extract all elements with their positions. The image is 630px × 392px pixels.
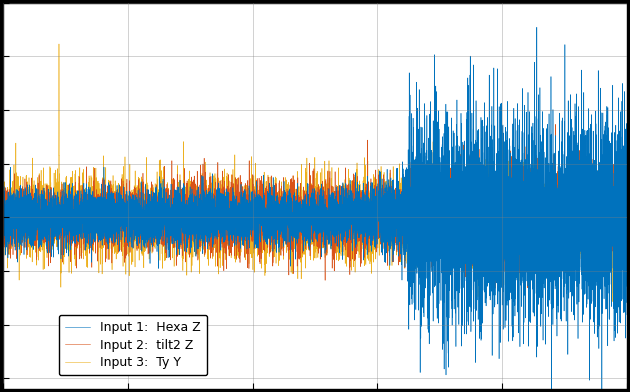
Input 3:  Ty Y: (0, 0.0894): Ty Y: (0, 0.0894) (0, 205, 6, 210)
Line: Input 1:  Hexa Z: Input 1: Hexa Z (3, 27, 627, 392)
Line: Input 3:  Ty Y: Input 3: Ty Y (3, 44, 627, 302)
Input 3:  Ty Y: (4.89e+03, 0.114): Ty Y: (4.89e+03, 0.114) (304, 203, 312, 207)
Input 2:  tilt2 Z: (4.89e+03, 0.209): tilt2 Z: (4.89e+03, 0.209) (304, 192, 312, 197)
Input 1:  Hexa Z: (8.55e+03, 1.77): Hexa Z: (8.55e+03, 1.77) (533, 25, 541, 30)
Input 2:  tilt2 Z: (1e+04, -0.356): tilt2 Z: (1e+04, -0.356) (623, 253, 630, 258)
Input 2:  tilt2 Z: (8.85e+03, 0.867): tilt2 Z: (8.85e+03, 0.867) (552, 122, 559, 127)
Input 3:  Ty Y: (1.96e+03, 0.0514): Ty Y: (1.96e+03, 0.0514) (122, 210, 129, 214)
Input 2:  tilt2 Z: (598, 0.0403): tilt2 Z: (598, 0.0403) (37, 211, 44, 216)
Input 3:  Ty Y: (414, 0.0598): Ty Y: (414, 0.0598) (25, 209, 32, 213)
Input 1:  Hexa Z: (598, -0.0295): Hexa Z: (598, -0.0295) (37, 218, 44, 223)
Input 3:  Ty Y: (45, -0.13): Ty Y: (45, -0.13) (2, 229, 9, 234)
Input 1:  Hexa Z: (414, -0.118): Hexa Z: (414, -0.118) (25, 228, 32, 232)
Legend: Input 1:  Hexa Z, Input 2:  tilt2 Z, Input 3:  Ty Y: Input 1: Hexa Z, Input 2: tilt2 Z, Input… (59, 315, 207, 375)
Input 2:  tilt2 Z: (45, 0.0168): tilt2 Z: (45, 0.0168) (2, 213, 9, 218)
Input 2:  tilt2 Z: (9.47e+03, -0.226): tilt2 Z: (9.47e+03, -0.226) (590, 240, 598, 244)
Input 2:  tilt2 Z: (1.96e+03, 0.0025): tilt2 Z: (1.96e+03, 0.0025) (122, 215, 129, 220)
Input 1:  Hexa Z: (4.89e+03, 0.313): Hexa Z: (4.89e+03, 0.313) (304, 181, 312, 186)
Input 2:  tilt2 Z: (414, 0.000502): tilt2 Z: (414, 0.000502) (25, 215, 32, 220)
Input 3:  Ty Y: (9.47e+03, 0.0825): Ty Y: (9.47e+03, 0.0825) (590, 206, 598, 211)
Input 3:  Ty Y: (900, 1.62): Ty Y: (900, 1.62) (55, 42, 63, 46)
Input 1:  Hexa Z: (1.96e+03, -0.0228): Hexa Z: (1.96e+03, -0.0228) (122, 218, 129, 222)
Input 3:  Ty Y: (9.77e+03, -0.784): Ty Y: (9.77e+03, -0.784) (609, 299, 617, 304)
Input 2:  tilt2 Z: (9.67e+03, -0.848): tilt2 Z: (9.67e+03, -0.848) (603, 306, 610, 311)
Input 3:  Ty Y: (598, -0.08): Ty Y: (598, -0.08) (37, 224, 44, 229)
Input 1:  Hexa Z: (9.47e+03, 0.339): Hexa Z: (9.47e+03, 0.339) (590, 179, 598, 183)
Input 1:  Hexa Z: (1e+04, -0.11): Hexa Z: (1e+04, -0.11) (623, 227, 630, 232)
Input 2:  tilt2 Z: (0, -0.095): tilt2 Z: (0, -0.095) (0, 225, 6, 230)
Line: Input 2:  tilt2 Z: Input 2: tilt2 Z (3, 124, 627, 309)
Input 1:  Hexa Z: (45, 0.123): Hexa Z: (45, 0.123) (2, 202, 9, 207)
Input 3:  Ty Y: (1e+04, 0.129): Ty Y: (1e+04, 0.129) (623, 201, 630, 206)
Input 1:  Hexa Z: (0, 0.0453): Hexa Z: (0, 0.0453) (0, 210, 6, 215)
